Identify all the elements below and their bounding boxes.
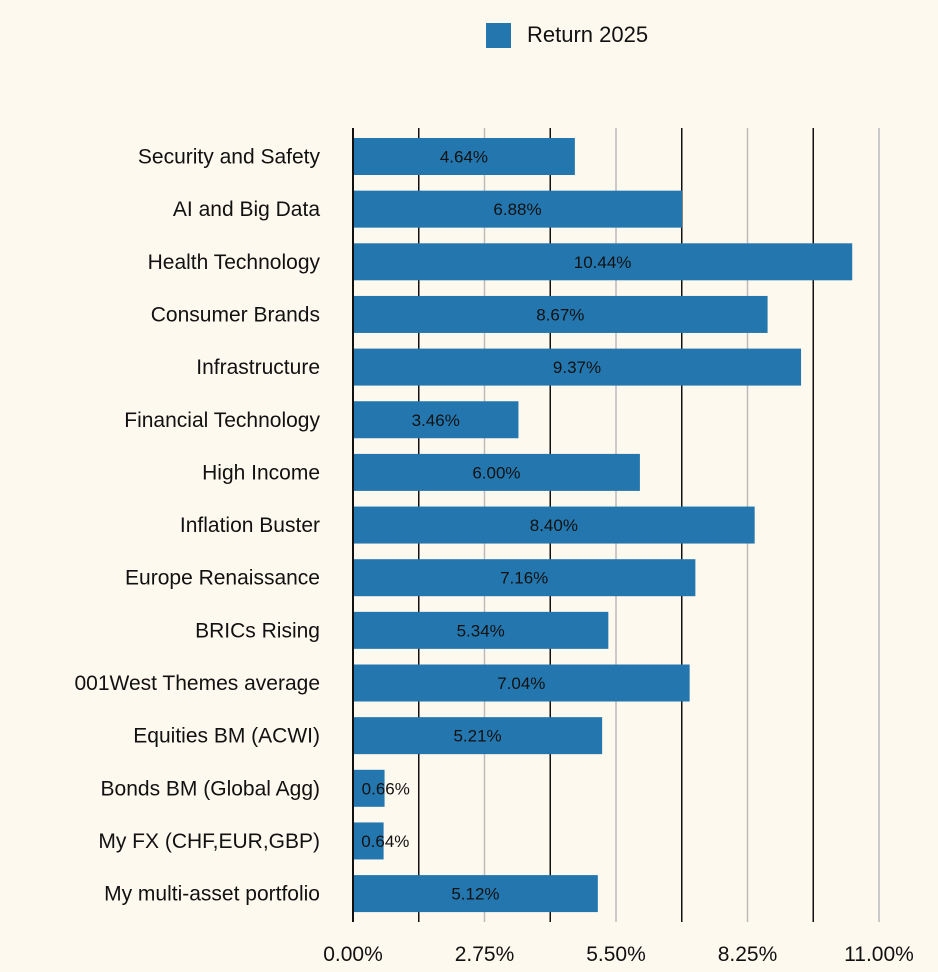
- x-tick-label: 5.50%: [586, 943, 646, 966]
- bar: [353, 506, 755, 544]
- category-label: Security and Safety: [138, 146, 321, 169]
- category-label: Consumer Brands: [151, 303, 320, 326]
- category-label: Infrastructure: [196, 356, 320, 379]
- x-tick-label: 8.25%: [718, 943, 778, 966]
- category-label: My FX (CHF,EUR,GBP): [98, 830, 320, 853]
- category-label: Financial Technology: [124, 409, 320, 432]
- category-label: Equities BM (ACWI): [133, 725, 320, 748]
- data-label: 5.21%: [453, 727, 501, 746]
- data-label: 3.46%: [412, 411, 460, 430]
- bar: [353, 822, 384, 860]
- x-tick-label: 0.00%: [323, 943, 383, 966]
- data-label: 9.37%: [553, 358, 601, 377]
- data-label: 7.04%: [497, 674, 545, 693]
- data-label: 5.34%: [457, 621, 505, 640]
- data-label: 4.64%: [440, 148, 488, 167]
- category-label: 001West Themes average: [74, 672, 320, 695]
- bar: [353, 717, 603, 755]
- legend-label: Return 2025: [527, 22, 649, 47]
- bar: [353, 138, 575, 175]
- data-label: 10.44%: [574, 253, 632, 272]
- data-label: 0.66%: [362, 779, 410, 798]
- data-label: 6.88%: [493, 200, 541, 219]
- category-label: Inflation Buster: [180, 514, 320, 537]
- bar: [353, 453, 640, 491]
- bar: [353, 664, 690, 702]
- data-label: 6.00%: [472, 463, 520, 482]
- data-label: 8.40%: [530, 516, 578, 535]
- bar: [353, 190, 682, 228]
- legend: Return 2025: [486, 22, 648, 48]
- bar: [353, 769, 385, 807]
- category-label: AI and Big Data: [173, 198, 320, 221]
- bar: [353, 611, 609, 649]
- x-tick-label: 2.75%: [455, 943, 515, 966]
- bar: [353, 401, 519, 439]
- data-label: 5.12%: [451, 885, 499, 904]
- x-tick-label: 11.00%: [844, 943, 914, 966]
- bar: [353, 348, 802, 386]
- bar: [353, 243, 853, 281]
- bar: [353, 295, 768, 333]
- bar: [353, 875, 598, 913]
- category-label: My multi-asset portfolio: [104, 883, 320, 906]
- data-label: 8.67%: [536, 305, 584, 324]
- legend-swatch: [486, 22, 511, 48]
- category-label: High Income: [202, 461, 320, 484]
- data-label: 0.64%: [361, 832, 409, 851]
- category-label: BRICs Rising: [195, 619, 320, 642]
- bar: [353, 559, 696, 597]
- category-label: Bonds BM (Global Agg): [101, 777, 320, 800]
- category-label: Health Technology: [148, 251, 321, 274]
- category-label: Europe Renaissance: [125, 567, 320, 590]
- data-label: 7.16%: [500, 569, 548, 588]
